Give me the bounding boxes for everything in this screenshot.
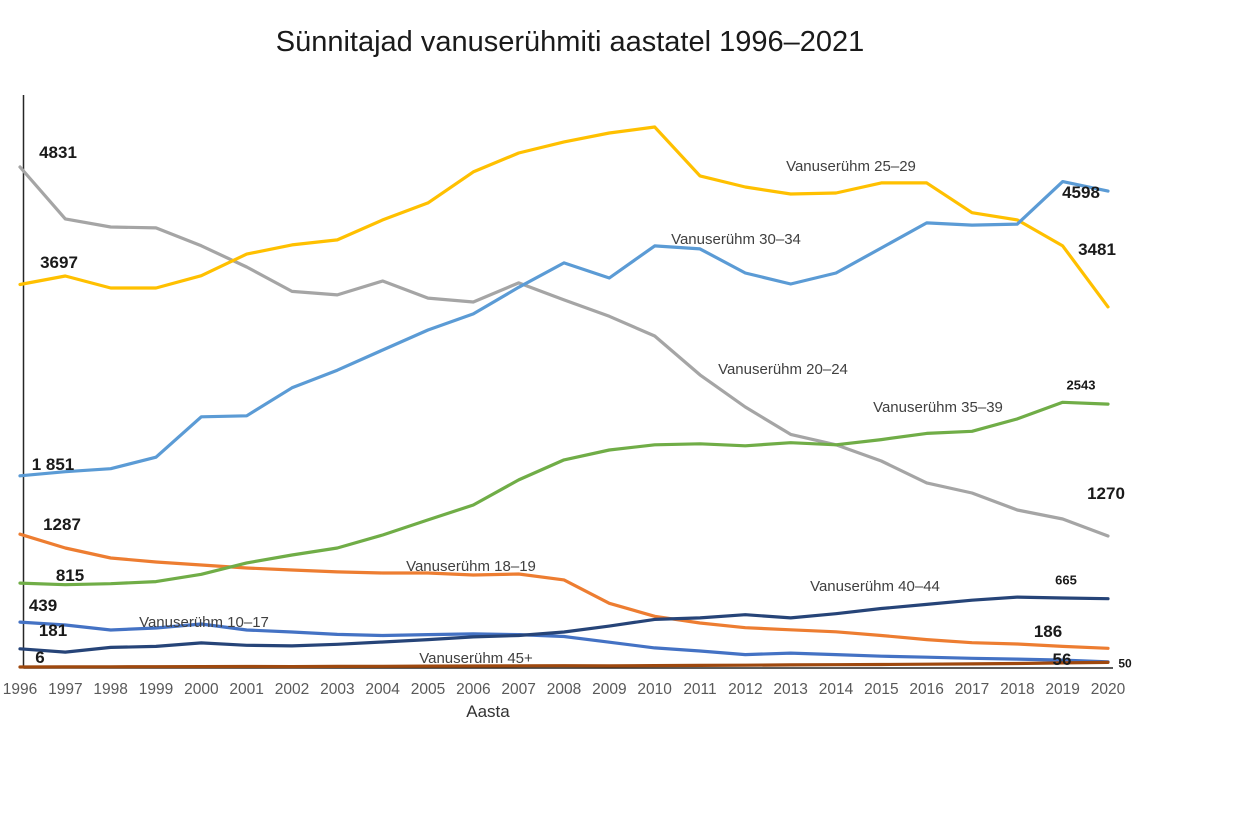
x-tick-label: 2010: [637, 681, 672, 698]
x-tick-label: 2004: [365, 681, 400, 698]
value-label: 4598: [1062, 183, 1100, 202]
x-tick-label: 1996: [3, 681, 37, 698]
series-line-vanuser-hm-40-44: [18, 595, 1110, 654]
value-label: 1287: [43, 515, 81, 534]
x-tick-label: 2008: [547, 681, 581, 698]
x-tick-label: 2014: [819, 681, 854, 698]
x-tick-label: 2007: [501, 681, 535, 698]
x-tick-label: 2019: [1045, 681, 1079, 698]
x-tick-label: 2020: [1091, 681, 1126, 698]
x-tick-label: 1998: [93, 681, 127, 698]
series-label: Vanuserühm 30–34: [671, 231, 801, 248]
x-tick-label: 2013: [773, 681, 807, 698]
series-line-vanuser-hm-30-34: [18, 180, 1110, 478]
x-tick-label: 2011: [683, 681, 716, 698]
value-label: 4831: [39, 143, 77, 162]
value-label: 1 851: [32, 455, 75, 474]
x-tick-label: 2016: [909, 681, 943, 698]
series-line-vanuser-hm-10-17: [18, 620, 1110, 664]
x-tick-label: 2012: [728, 681, 762, 698]
series-line-vanuser-hm-20-24: [18, 165, 1110, 538]
x-tick-label: 2017: [955, 681, 989, 698]
value-label: 6: [35, 648, 44, 667]
x-tick-label: 2018: [1000, 681, 1034, 698]
x-tick-label: 2003: [320, 681, 354, 698]
x-tick-label: 1999: [139, 681, 173, 698]
value-label: 665: [1055, 573, 1077, 588]
x-tick-label: 2006: [456, 681, 490, 698]
series-label: Vanuserühm 10–17: [139, 614, 269, 631]
line-chart: 1996 1997 1998 1999 2000 2001 2002 2003 2004 2005…: [3, 95, 1132, 698]
series-label: Vanuserühm 40–44: [810, 578, 940, 595]
value-label: 186: [1034, 622, 1062, 641]
x-tick-label: 2009: [592, 681, 626, 698]
x-axis-title: Aasta: [466, 702, 510, 721]
value-label: 1270: [1087, 484, 1125, 503]
series-label: Vanuserühm 35–39: [873, 399, 1003, 416]
series-line-vanuser-hm-45-: [18, 660, 1110, 669]
value-label: 2543: [1067, 378, 1096, 393]
x-tick-label: 2005: [411, 681, 445, 698]
value-label: 439: [29, 596, 57, 615]
value-label: 50: [1118, 656, 1132, 670]
x-tick-label: 2001: [229, 681, 263, 698]
chart-title: Sünnitajad vanuserühmiti aastatel 1996–2…: [275, 26, 865, 58]
x-tick-label: 2000: [184, 681, 219, 698]
value-label: 56: [1053, 650, 1072, 669]
series-line-vanuser-hm-35-39: [18, 400, 1110, 587]
value-label: 181: [39, 621, 67, 640]
series-label: Vanuserühm 45+: [419, 650, 533, 667]
value-label: 3481: [1078, 240, 1116, 259]
series-line-vanuser-hm-25-29: [18, 125, 1110, 309]
series-label: Vanuserühm 25–29: [786, 158, 916, 175]
x-tick-label: 2015: [864, 681, 898, 698]
value-label: 3697: [40, 253, 78, 272]
series-label: Vanuserühm 18–19: [406, 558, 536, 575]
x-tick-label: 1997: [48, 681, 82, 698]
series-line-vanuser-hm-18-19: [18, 532, 1110, 650]
value-label: 815: [56, 566, 84, 585]
series-label: Vanuserühm 20–24: [718, 361, 848, 378]
x-tick-label: 2002: [275, 681, 309, 698]
